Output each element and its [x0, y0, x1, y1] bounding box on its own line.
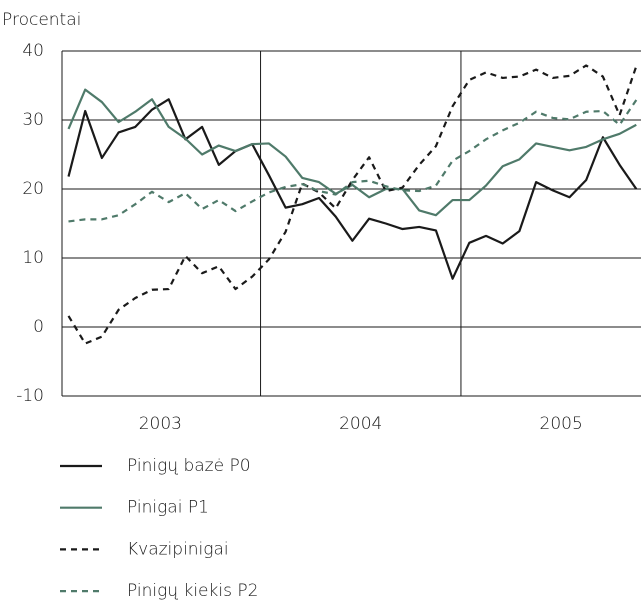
series-line	[68, 99, 638, 223]
legend-label: Pinigų kiekis P2	[127, 581, 258, 600]
y-tick-label: 0	[33, 317, 44, 337]
legend-label: Pinigai P1	[127, 498, 209, 518]
x-tick-label: 2003	[139, 414, 182, 434]
legend-label: Pinigų bazė P0	[127, 456, 251, 476]
y-tick-label: 30	[22, 110, 44, 130]
y-tick-label: 40	[22, 41, 44, 61]
x-tick-label: 2004	[339, 414, 382, 434]
legend-label: Kvazipinigai	[127, 539, 229, 559]
y-tick-label: -10	[16, 386, 44, 406]
series-line	[67, 88, 637, 217]
series-line	[67, 98, 638, 280]
x-tick-label: 2005	[540, 414, 583, 434]
y-axis-label: Procentai	[2, 10, 81, 30]
y-tick-label: 20	[22, 179, 44, 199]
series-line	[67, 64, 638, 345]
y-tick-label: 10	[22, 248, 44, 268]
